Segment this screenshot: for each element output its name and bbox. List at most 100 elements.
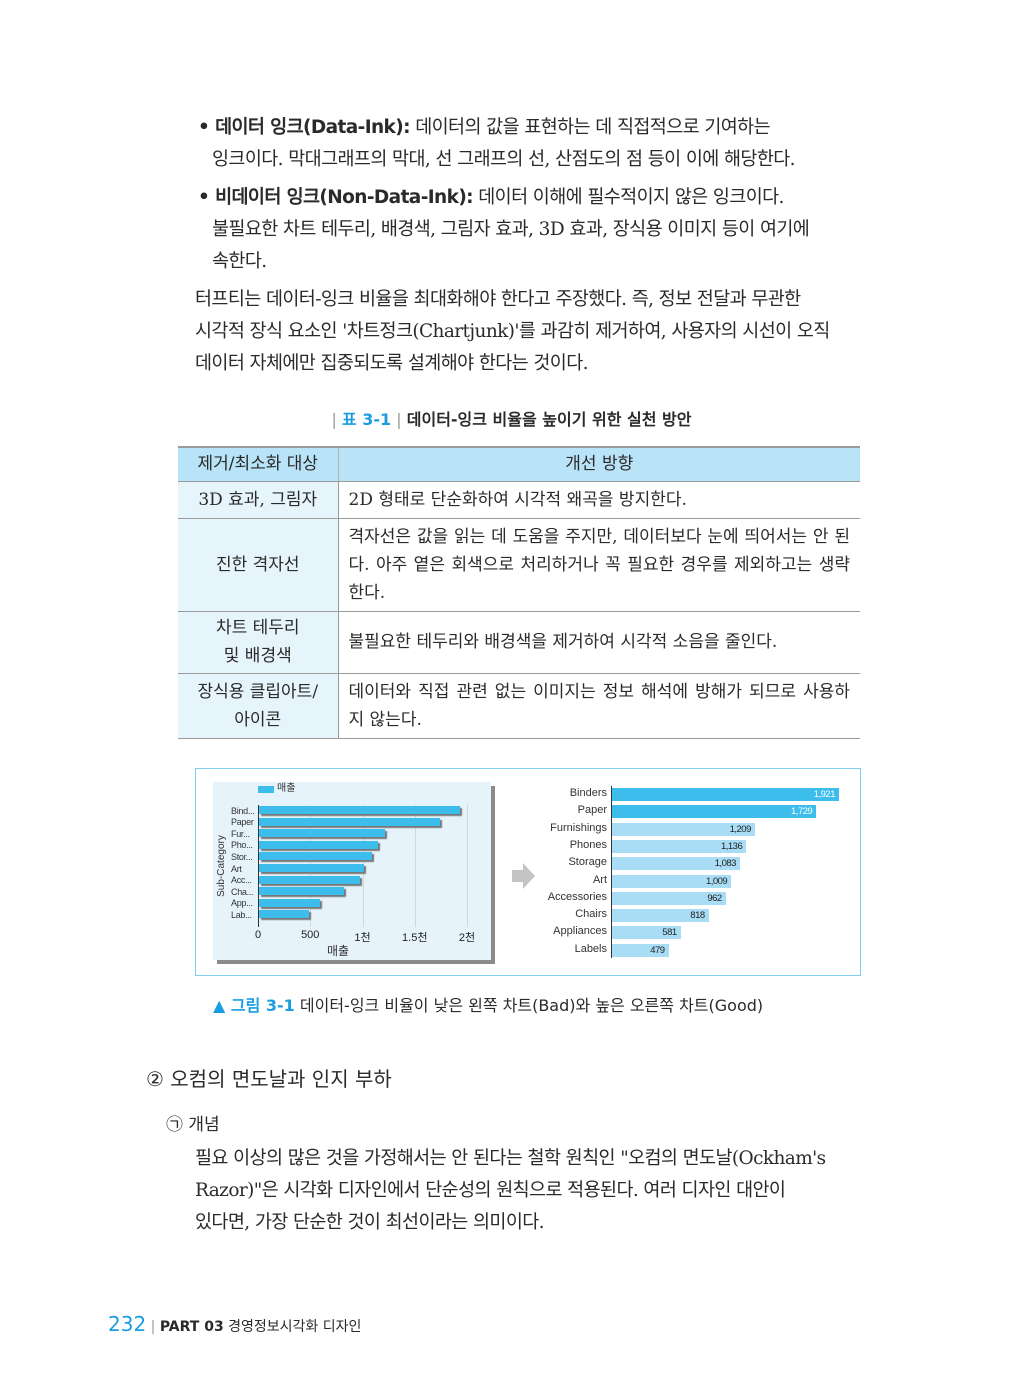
x-tick-label: 1.5천 <box>402 932 428 944</box>
category-label: Binders <box>569 787 607 799</box>
figure-number: ▲ 그림 3-1 <box>213 996 295 1015</box>
good-bar <box>612 839 747 853</box>
text-line: 잉크이다. 막대그래프의 막대, 선 그래프의 선, 산점도의 점 등이 이에 … <box>212 149 796 170</box>
bullet-non-data-ink: • 비데이터 잉크(Non-Data-Ink): 데이터 이해에 필수적이지 않… <box>198 182 862 278</box>
text-line: 있다면, 가장 단순한 것이 최선이라는 의미이다. <box>195 1212 545 1233</box>
value-label: 818 <box>690 910 705 922</box>
table-row: 3D 효과, 그림자 2D 형태로 단순화하여 시각적 왜곡을 방지한다. <box>178 481 860 519</box>
bad-bar <box>259 817 440 826</box>
good-bar <box>612 943 669 957</box>
value-label: 1,083 <box>714 858 737 870</box>
chapter-label: 경영정보시각화 디자인 <box>228 1319 362 1335</box>
text-line: 필요 이상의 많은 것을 가정해서는 안 된다는 철학 원칙인 "오컴의 면도날… <box>195 1148 826 1169</box>
figure-caption: ▲ 그림 3-1 데이터-잉크 비율이 낮은 왼쪽 차트(Bad)와 높은 오른… <box>213 992 763 1016</box>
paragraph-tufte: 터프티는 데이터-잉크 비율을 최대화해야 한다고 주장했다. 즉, 정보 전달… <box>195 284 862 380</box>
value-label: 1,009 <box>705 875 728 887</box>
good-bar <box>612 909 709 923</box>
y-tick-label: App... <box>231 898 253 909</box>
bad-bar <box>259 852 373 861</box>
gridline <box>467 805 468 927</box>
cell: 진한 격자선 <box>178 518 339 612</box>
good-bar <box>612 788 839 801</box>
term: • 데이터 잉크(Data-Ink): <box>198 117 411 138</box>
bad-bar <box>259 864 365 872</box>
legend-swatch <box>258 786 274 793</box>
category-label: Chairs <box>575 908 607 921</box>
cell: 2D 형태로 단순화하여 시각적 왜곡을 방지한다. <box>338 481 860 519</box>
cell: 3D 효과, 그림자 <box>178 481 339 519</box>
y-tick-label: Lab... <box>231 909 252 920</box>
x-tick-label: 1천 <box>354 932 371 944</box>
legend-label: 매출 <box>277 783 296 794</box>
text-line: 데이터 이해에 필수적이지 않은 잉크이다. <box>472 187 784 208</box>
y-tick-label: Cha... <box>231 886 254 897</box>
category-label: Paper <box>577 804 607 817</box>
value-label: 1,209 <box>729 823 752 835</box>
cell: 격자선은 값을 읽는 데 도움을 주지만, 데이터보다 눈에 띄어서는 안 된다… <box>338 518 860 612</box>
cell: 불필요한 테두리와 배경색을 제거하여 시각적 소음을 줄인다. <box>338 611 860 674</box>
value-label: 1,921 <box>813 789 836 800</box>
y-tick-label: Bind... <box>231 805 255 816</box>
bad-bar <box>259 829 386 838</box>
gridline <box>414 805 416 927</box>
value-label: 581 <box>662 927 677 939</box>
x-tick-label: 0 <box>254 929 262 941</box>
table-number: 표 3-1 <box>341 410 392 429</box>
y-tick-label: Paper <box>231 817 254 828</box>
bad-bar <box>259 910 310 919</box>
bad-bar <box>259 840 378 849</box>
text-line: 속한다. <box>212 251 267 272</box>
table-row: 장식용 클립아트/ 아이콘 데이터와 직접 관련 없는 이미지는 정보 해석에 방… <box>178 673 860 739</box>
value-label: 1,136 <box>720 840 743 852</box>
cell: 차트 테두리 및 배경색 <box>178 611 339 674</box>
table-title: 데이터-잉크 비율을 높이기 위한 실천 방안 <box>406 410 692 429</box>
section-heading: ② 오컴의 면도날과 인지 부하 <box>146 1067 392 1091</box>
figure-title: 데이터-잉크 비율이 낮은 왼쪽 차트(Bad)와 높은 오른쪽 차트(Good… <box>299 996 764 1015</box>
table-row: 차트 테두리 및 배경색 불필요한 테두리와 배경색을 제거하여 시각적 소음을 … <box>178 611 860 674</box>
good-axis <box>611 786 612 958</box>
term: • 비데이터 잉크(Non-Data-Ink): <box>198 187 474 208</box>
category-label: Furnishings <box>550 821 607 834</box>
text-line: 터프티는 데이터-잉크 비율을 최대화해야 한다고 주장했다. 즉, 정보 전달… <box>195 289 801 310</box>
good-bar <box>612 857 740 871</box>
arrow-icon <box>512 862 536 890</box>
category-label: Appliances <box>553 925 607 938</box>
practice-table: 제거/최소화 대상 개선 방향 3D 효과, 그림자 2D 형태로 단순화하여 시… <box>178 446 860 739</box>
good-bar <box>612 874 732 888</box>
good-bar <box>612 926 681 940</box>
y-tick-label: Fur... <box>231 828 250 839</box>
y-tick-label: Stor... <box>231 851 253 862</box>
subsection-heading: ㉠ 개념 <box>166 1115 220 1135</box>
category-label: Accessories <box>547 890 607 903</box>
text-line: Razor)"은 시각화 디자인에서 단순성의 원칙으로 적용된다. 여러 디자… <box>195 1180 786 1201</box>
text-line: 불필요한 차트 테두리, 배경색, 그림자 효과, 3D 효과, 장식용 이미지… <box>212 219 810 240</box>
good-bar <box>612 822 755 836</box>
y-axis-line <box>258 805 259 927</box>
cell: 장식용 클립아트/ 아이콘 <box>178 673 339 739</box>
good-bar <box>612 805 817 819</box>
good-bar <box>612 891 726 905</box>
category-label: Labels <box>574 942 607 955</box>
paragraph-ockham: 필요 이상의 많은 것을 가정해서는 안 된다는 철학 원칙인 "오컴의 면도날… <box>195 1143 862 1239</box>
category-label: Art <box>592 873 607 886</box>
header-target: 제거/최소화 대상 <box>178 446 339 482</box>
table-caption: | 표 3-1 | 데이터-잉크 비율을 높이기 위한 실천 방안 <box>331 410 692 429</box>
bad-bar <box>259 806 460 814</box>
bad-bar <box>259 898 320 907</box>
x-tick-label: 500 <box>301 929 320 941</box>
text-line: 데이터의 값을 표현하는 데 직접적으로 기여하는 <box>409 117 771 138</box>
value-label: 962 <box>707 892 722 904</box>
x-axis-label: 매출 <box>327 944 350 958</box>
bad-bar <box>259 887 345 896</box>
category-label: Storage <box>568 856 607 869</box>
figure-box <box>195 768 861 976</box>
y-tick-label: Art <box>231 863 242 874</box>
value-label: 1,729 <box>791 806 813 818</box>
cell: 데이터와 직접 관련 없는 이미지는 정보 해석에 방해가 되므로 사용하지 않… <box>338 673 860 739</box>
table-header-row: 제거/최소화 대상 개선 방향 <box>178 446 860 482</box>
bad-bar <box>259 875 360 884</box>
text-line: 시각적 장식 요소인 '차트정크(Chartjunk)'를 과감히 제거하여, … <box>195 321 830 342</box>
y-tick-label: Pho... <box>231 840 253 851</box>
value-label: 479 <box>650 944 665 956</box>
page-number: 232 <box>108 1312 147 1336</box>
